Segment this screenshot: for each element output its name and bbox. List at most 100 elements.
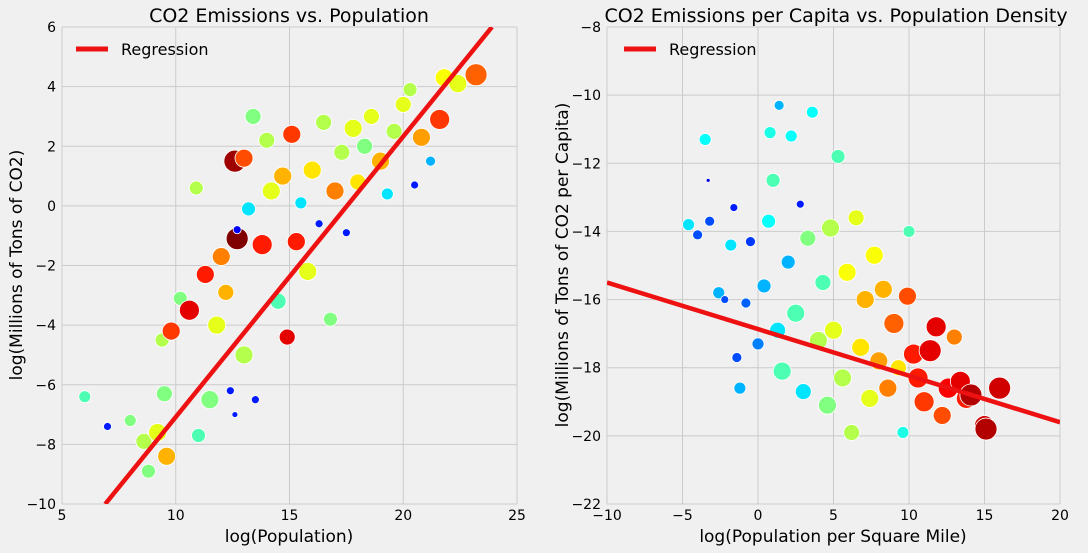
data-point — [837, 262, 857, 282]
chart-co2-per-capita-vs-density: −10 −5 0 5 10 15 20 −8 −10 −12 −14 −16 −18 −20 −22 CO… — [553, 5, 1069, 547]
data-point — [241, 201, 256, 217]
x-tick-label: 15 — [281, 508, 299, 524]
data-point — [178, 299, 200, 321]
data-point — [814, 274, 832, 291]
data-point — [298, 262, 318, 281]
x-tick-label: 15 — [976, 508, 994, 524]
data-point — [251, 234, 273, 256]
data-point — [824, 320, 843, 340]
chart-title: CO2 Emissions per Capita vs. Population … — [604, 5, 1067, 27]
data-point — [773, 99, 785, 111]
data-point — [925, 316, 947, 338]
data-point — [225, 386, 235, 396]
data-point — [78, 390, 92, 404]
data-point — [315, 114, 333, 131]
data-point — [902, 225, 916, 238]
data-point — [833, 368, 852, 388]
y-tick-label: −16 — [571, 293, 601, 309]
data-point — [704, 215, 716, 227]
data-point — [751, 337, 765, 351]
data-point — [724, 238, 738, 252]
data-point — [898, 286, 917, 306]
x-tick-label: 5 — [829, 508, 838, 524]
data-point — [273, 166, 293, 186]
data-point — [729, 203, 739, 212]
data-point — [325, 181, 345, 201]
data-point — [217, 283, 235, 301]
data-point — [123, 414, 137, 427]
data-point — [278, 328, 296, 346]
data-point — [974, 417, 998, 441]
data-point — [207, 315, 227, 335]
data-point — [362, 108, 380, 125]
data-point — [385, 122, 403, 140]
data-point — [343, 118, 363, 138]
x-axis-label: log(Population per Square Mile) — [699, 527, 966, 547]
data-point — [763, 126, 777, 140]
x-axis-label: log(Population) — [225, 527, 354, 547]
data-point — [740, 297, 752, 309]
data-point — [913, 391, 935, 413]
y-tick-label: −18 — [571, 361, 601, 377]
data-point — [784, 129, 798, 143]
data-point — [250, 395, 260, 405]
data-point — [195, 265, 215, 284]
regression-line — [103, 27, 494, 504]
data-point — [945, 328, 963, 346]
data-point — [799, 229, 817, 247]
legend-label: Regression — [669, 40, 757, 59]
x-tick-labels: −10 −5 0 5 10 15 20 — [592, 508, 1069, 524]
y-tick-label: −8 — [580, 20, 601, 36]
data-point — [211, 247, 231, 266]
data-point — [780, 254, 796, 270]
data-point — [294, 196, 308, 210]
data-point — [731, 352, 743, 363]
data-point — [733, 381, 747, 395]
data-point — [333, 143, 351, 161]
legend: Regression — [624, 40, 757, 59]
data-point — [103, 422, 112, 431]
data-point — [188, 180, 204, 196]
y-tick-label: −20 — [571, 429, 601, 445]
data-point — [794, 383, 812, 400]
data-point — [323, 311, 338, 327]
grid — [61, 26, 518, 505]
x-tick-label: −10 — [592, 508, 622, 524]
data-point — [231, 411, 239, 418]
y-tick-label: −2 — [35, 259, 56, 275]
data-point — [200, 390, 220, 410]
y-tick-label: −22 — [571, 497, 601, 513]
data-point — [818, 395, 837, 415]
data-point — [314, 219, 324, 229]
y-axis-label: log(Millions of Tons of CO2) — [7, 150, 27, 381]
data-point — [155, 385, 173, 403]
x-tick-label: 10 — [900, 508, 918, 524]
x-tick-label: 5 — [58, 508, 67, 524]
data-point — [356, 137, 373, 155]
data-point — [425, 155, 436, 167]
x-tick-label: 10 — [167, 508, 185, 524]
data-point — [855, 290, 875, 309]
data-point — [918, 339, 942, 363]
y-tick-label: −4 — [35, 318, 56, 334]
legend-label: Regression — [121, 40, 209, 59]
data-point — [932, 406, 952, 425]
data-point — [896, 426, 910, 439]
data-point — [402, 82, 418, 98]
data-point — [847, 209, 865, 227]
data-point — [286, 232, 306, 252]
data-point — [191, 428, 206, 443]
chart-title: CO2 Emissions vs. Population — [149, 5, 429, 27]
y-tick-label: −10 — [26, 497, 56, 513]
y-tick-labels: −8 −10 −12 −14 −16 −18 −20 −22 — [571, 20, 601, 513]
y-tick-label: 0 — [47, 199, 56, 215]
x-tick-label: 25 — [508, 508, 526, 524]
data-point — [843, 424, 861, 441]
data-point — [851, 337, 871, 357]
data-point — [720, 295, 730, 304]
data-point — [745, 236, 756, 248]
data-point — [786, 303, 806, 323]
y-tick-label: −10 — [571, 88, 601, 104]
data-point — [141, 463, 156, 479]
